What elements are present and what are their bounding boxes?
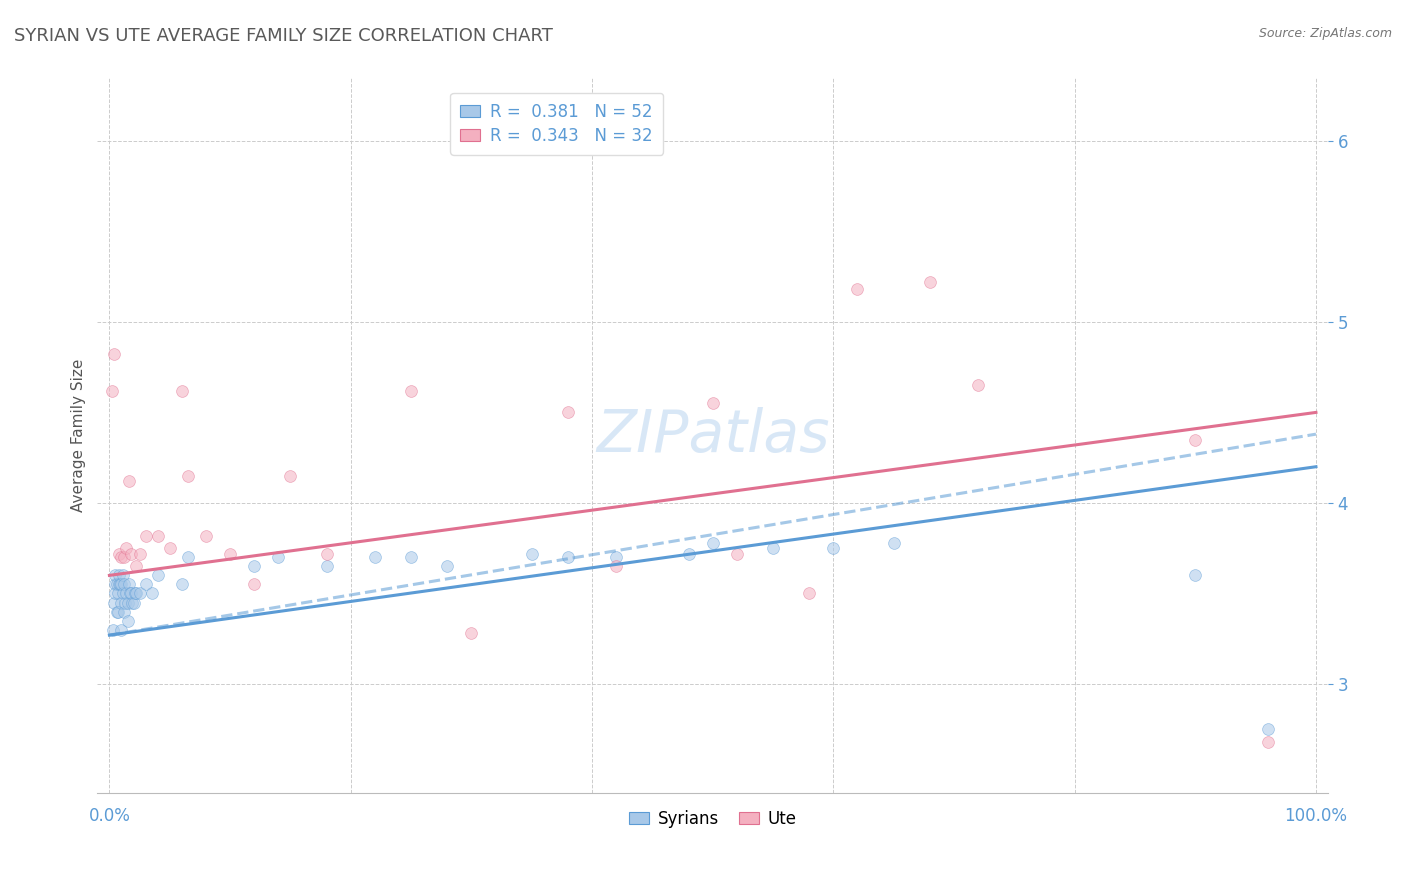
Point (120, 547, 142, 561)
Point (460, 626, 482, 640)
Point (315, 559, 337, 574)
Point (135, 528, 157, 542)
Point (280, 468, 302, 483)
Point (110, 577, 132, 591)
Point (128, 547, 150, 561)
Point (557, 405, 579, 419)
Text: ZIPatlas: ZIPatlas (596, 407, 830, 464)
Point (702, 396, 724, 410)
Point (128, 586, 150, 600)
Point (967, 378, 990, 392)
Point (101, 623, 124, 637)
Point (159, 541, 181, 556)
Point (108, 577, 131, 591)
Point (243, 559, 266, 574)
Point (146, 528, 169, 542)
Point (194, 528, 217, 542)
Point (115, 586, 138, 600)
Point (104, 568, 127, 582)
Point (105, 577, 128, 591)
Point (118, 577, 141, 591)
Point (146, 568, 169, 582)
Point (104, 586, 127, 600)
Point (605, 550, 627, 565)
Y-axis label: Average Family Size: Average Family Size (72, 359, 86, 512)
Point (117, 614, 139, 628)
Point (399, 550, 422, 565)
Point (799, 586, 821, 600)
Point (112, 577, 135, 591)
Point (121, 595, 143, 609)
Point (243, 577, 266, 591)
Point (219, 547, 242, 561)
Point (170, 577, 193, 591)
Point (605, 559, 627, 574)
Point (846, 282, 869, 296)
Point (107, 586, 129, 600)
Point (436, 559, 458, 574)
Point (108, 547, 131, 561)
Point (1184, 568, 1206, 582)
Point (120, 586, 142, 600)
Point (110, 577, 132, 591)
Point (399, 384, 422, 398)
Point (104, 577, 127, 591)
Point (117, 595, 139, 609)
Text: 0.0%: 0.0% (89, 807, 131, 825)
Point (118, 474, 141, 488)
Point (118, 586, 141, 600)
Point (111, 568, 134, 582)
Point (112, 550, 135, 565)
Point (105, 605, 128, 619)
Point (111, 586, 134, 600)
Point (557, 550, 579, 565)
Point (114, 595, 136, 609)
Point (1257, 723, 1279, 737)
Point (364, 550, 387, 565)
Point (124, 586, 146, 600)
Text: 100.0%: 100.0% (1285, 807, 1347, 825)
Point (101, 384, 124, 398)
Legend: Syrians, Ute: Syrians, Ute (623, 803, 803, 834)
Point (177, 468, 200, 483)
Point (108, 568, 131, 582)
Point (1184, 433, 1206, 447)
Point (918, 275, 941, 289)
Point (1257, 735, 1279, 749)
Point (520, 547, 543, 561)
Point (112, 605, 135, 619)
Point (823, 541, 845, 556)
Point (170, 384, 193, 398)
Point (115, 541, 138, 556)
Point (103, 347, 125, 361)
Point (141, 586, 163, 600)
Point (125, 586, 148, 600)
Point (103, 595, 125, 609)
Point (177, 550, 200, 565)
Point (107, 605, 129, 619)
Point (122, 595, 145, 609)
Point (315, 547, 337, 561)
Text: Source: ZipAtlas.com: Source: ZipAtlas.com (1258, 27, 1392, 40)
Point (702, 536, 724, 550)
Point (125, 559, 148, 574)
Point (678, 547, 700, 561)
Point (762, 541, 785, 556)
Point (135, 577, 157, 591)
Point (725, 547, 748, 561)
Point (110, 595, 132, 609)
Text: SYRIAN VS UTE AVERAGE FAMILY SIZE CORRELATION CHART: SYRIAN VS UTE AVERAGE FAMILY SIZE CORREL… (14, 27, 553, 45)
Point (110, 550, 132, 565)
Point (267, 550, 290, 565)
Point (110, 623, 132, 637)
Point (883, 536, 905, 550)
